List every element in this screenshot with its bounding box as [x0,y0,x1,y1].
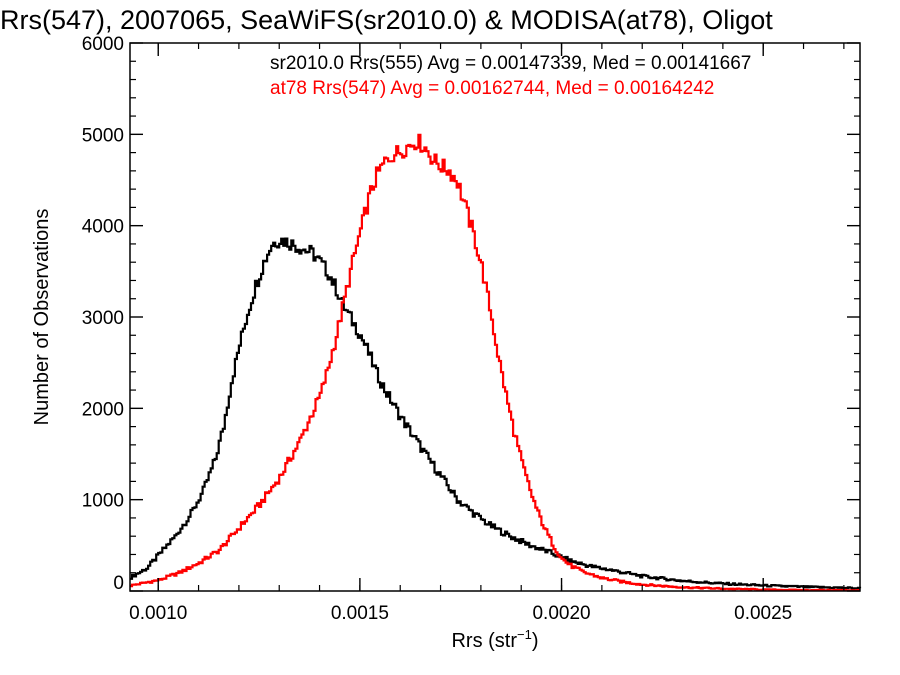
x-tick-label: 0.0015 [331,603,389,624]
y-tick-label: 1000 [82,491,124,512]
x-axis-label-exponent: −1 [517,627,532,642]
x-axis-label: Rrs (str−1) [451,627,538,652]
legend-entry-red: at78 Rrs(547) Avg = 0.00162744, Med = 0.… [270,78,714,99]
x-tick-label: 0.0025 [734,603,792,624]
y-tick-label: 5000 [82,125,124,146]
y-tick-label: 2000 [82,399,124,420]
axes-layer: 0.0010 0.0015 0.0020 0.0025 0 1000 2000 3000 400… [82,34,860,624]
series-line-1 [130,133,860,592]
series-layer [130,133,862,592]
chart-title: Rrs(547), 2007065, SeaWiFS(sr2010.0) & M… [0,5,773,35]
x-axis-label-main: Rrs (str [451,630,517,652]
y-tick-label: 6000 [82,34,124,55]
x-tick-label: 0.0020 [532,603,590,624]
x-axis-label-close: ) [532,630,539,652]
y-tick-label: 3000 [82,308,124,329]
y-tick-label: 0 [113,573,124,594]
y-axis-label: Number of Observations [31,209,53,426]
y-tick-label: 4000 [82,217,124,238]
series-line-0 [130,237,862,590]
x-tick-label: 0.0010 [129,603,187,624]
plot-frame [129,42,861,592]
legend-entry-black: sr2010.0 Rrs(555) Avg = 0.00147339, Med … [270,53,751,74]
